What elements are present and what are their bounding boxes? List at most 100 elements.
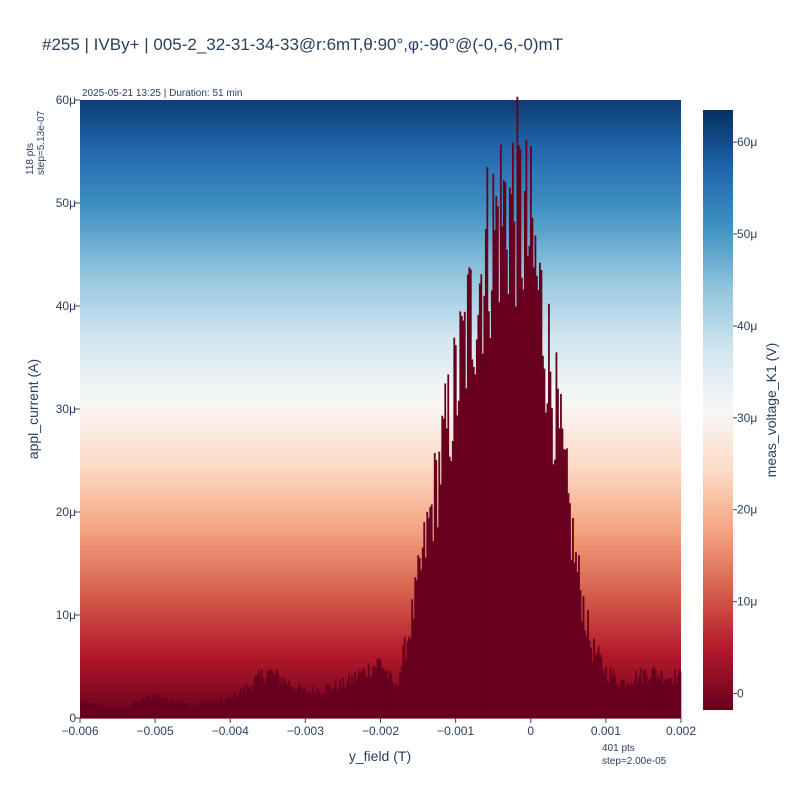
heatmap-column <box>412 618 415 718</box>
heatmap-band <box>80 105 681 112</box>
heatmap-column <box>131 703 134 718</box>
heatmap-column <box>453 337 456 718</box>
heatmap-column <box>639 667 642 718</box>
heatmap-band <box>80 550 681 557</box>
heatmap-band <box>80 220 681 227</box>
heatmap-column <box>487 311 490 718</box>
heatmap-band <box>80 534 681 541</box>
heatmap-column <box>139 701 142 718</box>
heatmap-column <box>421 547 424 718</box>
heatmap-column <box>396 686 399 718</box>
heatmap-column <box>274 672 277 718</box>
heatmap-column <box>334 680 337 718</box>
heatmap-column <box>546 403 549 718</box>
heatmap-column <box>511 142 514 719</box>
heatmap-column <box>594 655 597 718</box>
heatmap-column <box>387 678 390 718</box>
heatmap-column <box>107 706 110 718</box>
heatmap-column <box>543 368 546 718</box>
heatmap-column <box>462 320 465 718</box>
heatmap-band <box>80 141 681 148</box>
heatmap-column <box>238 693 241 718</box>
plot-area[interactable] <box>80 96 682 719</box>
heatmap-column <box>483 295 486 718</box>
heatmap-column <box>539 262 541 718</box>
heatmap-column <box>351 675 353 718</box>
heatmap-column <box>526 255 529 718</box>
heatmap-column <box>303 687 305 718</box>
heatmap-column <box>626 683 628 718</box>
heatmap-column <box>663 680 666 718</box>
heatmap-column <box>582 596 585 718</box>
heatmap-column <box>214 699 217 718</box>
heatmap-band <box>80 194 681 201</box>
heatmap-band <box>80 382 681 389</box>
heatmap-column <box>339 680 341 718</box>
heatmap-column <box>549 371 552 718</box>
heatmap-column <box>654 670 657 718</box>
heatmap-band <box>80 236 681 243</box>
heatmap-band <box>80 649 681 656</box>
heatmap-band <box>80 351 681 358</box>
heatmap-column <box>672 685 675 718</box>
heatmap-column <box>215 700 218 718</box>
heatmap-column <box>119 707 122 718</box>
heatmap-column <box>240 688 242 718</box>
heatmap-band <box>80 524 681 531</box>
heatmap-band <box>80 162 681 169</box>
heatmap-band <box>80 304 681 311</box>
heatmap-column <box>530 145 532 718</box>
heatmap-band <box>80 487 681 494</box>
heatmap-band <box>80 477 681 483</box>
heatmap-band <box>80 377 681 384</box>
heatmap-column <box>279 684 281 718</box>
heatmap-column <box>206 702 209 718</box>
heatmap-column <box>499 144 502 719</box>
heatmap-column <box>621 680 624 718</box>
colorbar-tick-label: 40μ <box>737 319 757 333</box>
heatmap-column <box>178 702 181 718</box>
heatmap-column <box>319 694 322 718</box>
heatmap-column <box>576 572 579 718</box>
heatmap-band <box>80 503 681 510</box>
heatmap-column <box>447 374 450 718</box>
heatmap-column <box>292 689 295 718</box>
heatmap-column <box>567 493 570 718</box>
y-tick-label: 60μ <box>56 93 76 107</box>
heatmap-column <box>597 646 600 718</box>
heatmap-column <box>294 688 296 718</box>
heatmap-column <box>575 552 577 718</box>
heatmap-column <box>343 688 346 718</box>
heatmap-column <box>551 407 553 718</box>
heatmap-column <box>277 674 280 718</box>
heatmap-band <box>80 440 681 447</box>
heatmap-band <box>80 560 681 567</box>
heatmap-band <box>80 445 681 452</box>
heatmap-column <box>190 707 193 718</box>
heatmap-column <box>418 558 421 718</box>
heatmap-column <box>573 562 576 718</box>
heatmap-column <box>611 677 613 718</box>
heatmap-column <box>151 695 154 718</box>
heatmap-band <box>80 471 681 478</box>
heatmap-column <box>234 691 236 718</box>
heatmap-column <box>514 306 517 718</box>
heatmap-column <box>469 269 472 718</box>
heatmap-column <box>304 688 307 718</box>
heatmap-column <box>540 269 543 718</box>
heatmap-column <box>653 666 655 718</box>
heatmap-column <box>256 674 259 718</box>
heatmap-column <box>218 699 221 718</box>
heatmap-column <box>265 677 268 718</box>
heatmap-column <box>390 673 393 718</box>
heatmap-band <box>80 225 681 232</box>
heatmap-column <box>202 705 205 718</box>
heatmap-column <box>249 686 251 718</box>
heatmap-column <box>337 691 340 718</box>
colorbar[interactable]: 0 10μ 20μ 30μ 40μ 50μ 60μ <box>703 110 757 710</box>
heatmap-band <box>80 230 681 237</box>
heatmap-column <box>599 654 601 718</box>
heatmap-column <box>381 667 384 718</box>
heatmap-column <box>665 680 668 718</box>
heatmap-column <box>246 683 248 718</box>
